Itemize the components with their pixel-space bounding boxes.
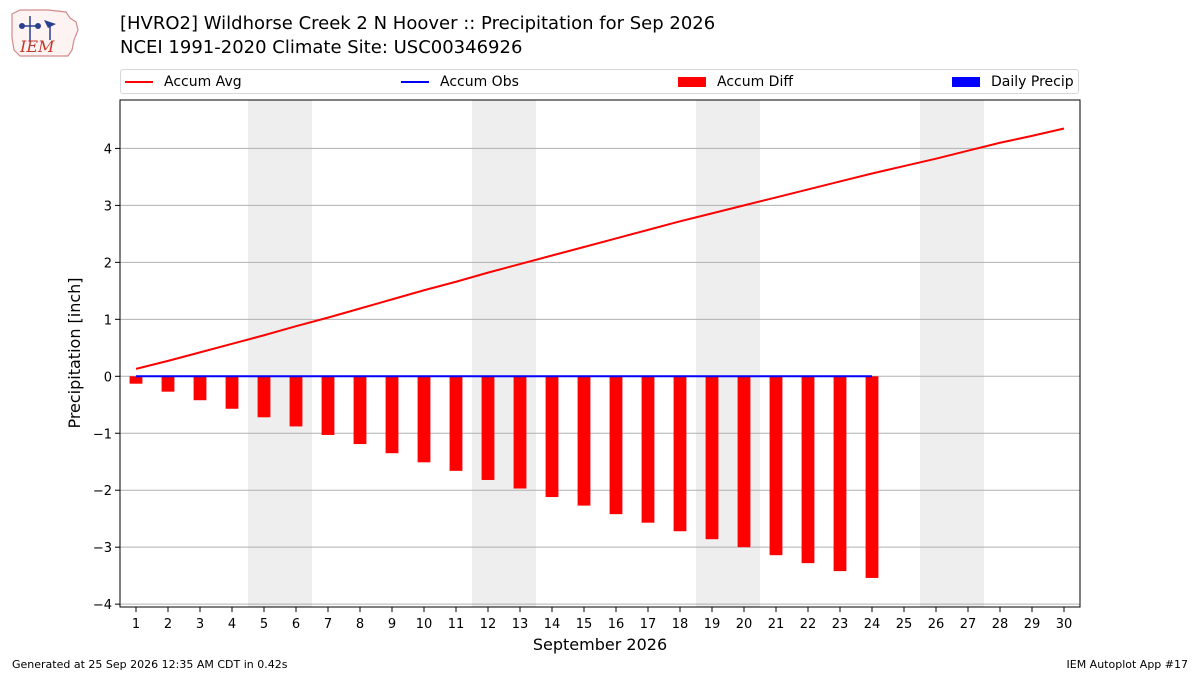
- legend-item-accum-diff: Accum Diff: [678, 73, 793, 91]
- legend-label-daily-precip: Daily Precip: [991, 74, 1074, 90]
- x-tick-label: 10: [416, 617, 433, 632]
- accum-diff-bars: [129, 376, 879, 578]
- x-tick-label: 1: [132, 617, 140, 632]
- x-tick-label: 8: [356, 617, 364, 632]
- x-axis-label: September 2026: [533, 635, 667, 654]
- accum-diff-bar: [801, 376, 815, 564]
- x-tick-label: 3: [196, 617, 204, 632]
- x-tick-label: 15: [576, 617, 593, 632]
- accum-diff-bar: [129, 376, 143, 384]
- legend-swatch-daily-precip: [952, 77, 980, 87]
- weekend-band: [248, 100, 312, 607]
- accum-diff-bar: [321, 376, 335, 435]
- accum-diff-bar: [769, 376, 783, 556]
- x-tick-label: 27: [960, 617, 977, 632]
- y-tick-label: −4: [93, 598, 112, 613]
- legend-swatch-accum-diff: [678, 77, 706, 87]
- x-tick-label: 18: [672, 617, 689, 632]
- plot-frame: [119, 99, 1081, 608]
- chart-legend: Accum Avg Accum Obs Accum Diff Daily Pre…: [120, 69, 1079, 94]
- x-tick-label: 30: [1056, 617, 1073, 632]
- x-tick-label: 19: [704, 617, 721, 632]
- legend-swatch-accum-obs: [401, 81, 429, 83]
- x-tick-label: 5: [260, 617, 268, 632]
- y-tick-label: 0: [104, 370, 112, 385]
- x-tick-label: 17: [640, 617, 657, 632]
- x-tick-label: 14: [544, 617, 561, 632]
- legend-swatch-accum-avg: [125, 81, 153, 83]
- gridlines: [120, 147, 1080, 605]
- footer-app-text: IEM Autoplot App #17: [1066, 658, 1189, 671]
- accum-diff-bar: [865, 376, 879, 578]
- accum-diff-bar: [481, 376, 495, 480]
- legend-item-daily-precip: Daily Precip: [952, 73, 1074, 91]
- x-tick-label: 4: [228, 617, 236, 632]
- y-axis-ticks: −4 −3 −2 −1 0 1 2 3 4: [93, 142, 120, 613]
- x-tick-label: 23: [832, 617, 849, 632]
- x-tick-label: 12: [480, 617, 497, 632]
- x-tick-label: 7: [324, 617, 332, 632]
- legend-item-accum-obs: Accum Obs: [401, 73, 519, 91]
- y-axis-label: Precipitation [inch]: [65, 277, 84, 428]
- legend-label-accum-diff: Accum Diff: [717, 74, 794, 90]
- y-tick-label: −2: [93, 484, 112, 499]
- accum-diff-bar: [353, 376, 367, 445]
- weekend-band: [920, 100, 984, 607]
- x-tick-label: 13: [512, 617, 529, 632]
- accum-diff-bar: [545, 376, 559, 498]
- y-tick-label: 4: [104, 142, 112, 157]
- accum-diff-bar: [385, 376, 399, 454]
- accum-diff-bar: [257, 376, 271, 418]
- x-tick-label: 2: [164, 617, 172, 632]
- x-tick-label: 28: [992, 617, 1009, 632]
- iem-logo: IEM: [11, 9, 79, 57]
- x-tick-label: 9: [388, 617, 396, 632]
- accum-diff-bar: [449, 376, 463, 471]
- chart-subtitle: NCEI 1991-2020 Climate Site: USC00346926: [120, 37, 523, 58]
- x-tick-label: 25: [896, 617, 913, 632]
- x-axis-ticks: 1 2 3 4 5 6 7 8 9 10 11 12 13 14 15 16 17 18 19 20 21 22 23 24 2…: [132, 607, 1072, 632]
- weekend-band: [472, 100, 536, 607]
- accum-diff-bar: [417, 376, 431, 463]
- accum-diff-bar: [513, 376, 527, 489]
- accum-diff-bar: [289, 376, 303, 427]
- x-tick-label: 26: [928, 617, 945, 632]
- legend-label-accum-avg: Accum Avg: [164, 74, 242, 90]
- x-tick-label: 29: [1024, 617, 1041, 632]
- accum-diff-bar: [833, 376, 847, 572]
- x-tick-label: 21: [768, 617, 785, 632]
- accum-diff-bar: [225, 376, 239, 409]
- x-tick-label: 24: [864, 617, 881, 632]
- legend-item-accum-avg: Accum Avg: [125, 73, 242, 91]
- x-tick-label: 20: [736, 617, 753, 632]
- x-tick-label: 6: [292, 617, 300, 632]
- svg-text:IEM: IEM: [19, 37, 55, 56]
- legend-label-accum-obs: Accum Obs: [440, 74, 519, 90]
- y-tick-label: 2: [104, 256, 112, 271]
- footer-generated-text: Generated at 25 Sep 2026 12:35 AM CDT in…: [12, 658, 288, 671]
- accum-diff-bar: [577, 376, 591, 506]
- accum-diff-bar: [609, 376, 623, 515]
- accum-diff-bar: [193, 376, 207, 401]
- y-tick-label: 1: [104, 313, 112, 328]
- y-tick-label: −3: [93, 541, 112, 556]
- weekend-bands: [248, 100, 984, 607]
- accum-diff-bar: [705, 376, 719, 540]
- y-tick-label: −1: [93, 427, 112, 442]
- accum-diff-bar: [737, 376, 751, 548]
- x-tick-label: 11: [448, 617, 465, 632]
- accum-diff-bar: [673, 376, 687, 532]
- series-lines: [135, 127, 1065, 378]
- x-tick-label: 16: [608, 617, 625, 632]
- accum-avg-line: [135, 127, 1065, 370]
- chart-title: [HVRO2] Wildhorse Creek 2 N Hoover :: Pr…: [120, 13, 716, 34]
- x-tick-label: 22: [800, 617, 817, 632]
- accum-diff-bar: [161, 376, 175, 392]
- accum-diff-bar: [641, 376, 655, 523]
- y-tick-label: 3: [104, 199, 112, 214]
